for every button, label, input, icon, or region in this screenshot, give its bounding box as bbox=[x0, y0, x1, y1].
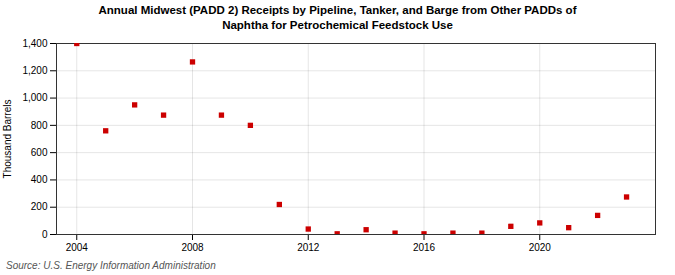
svg-text:2020: 2020 bbox=[529, 241, 552, 252]
svg-text:800: 800 bbox=[31, 119, 48, 130]
svg-text:2012: 2012 bbox=[297, 241, 320, 252]
svg-text:Thousand Barrels: Thousand Barrels bbox=[2, 99, 13, 178]
html-text:Source: U.S. Energy Informatio: Source: U.S. Energy Information Administ… bbox=[6, 259, 216, 271]
svg-text:1,200: 1,200 bbox=[22, 65, 47, 76]
svg-text:600: 600 bbox=[31, 147, 48, 158]
svg-text:2016: 2016 bbox=[413, 241, 436, 252]
html-text:Annual Midwest (PADD 2) Receip: Annual Midwest (PADD 2) Receipts by Pipe… bbox=[98, 4, 577, 31]
svg-text:1,400: 1,400 bbox=[22, 38, 47, 49]
svg-text:2008: 2008 bbox=[181, 241, 204, 252]
svg-text:1,000: 1,000 bbox=[22, 92, 47, 103]
svg-text:0: 0 bbox=[42, 229, 48, 240]
svg-text:2004: 2004 bbox=[66, 241, 89, 252]
svg-text:200: 200 bbox=[31, 201, 48, 212]
svg-text:400: 400 bbox=[31, 174, 48, 185]
